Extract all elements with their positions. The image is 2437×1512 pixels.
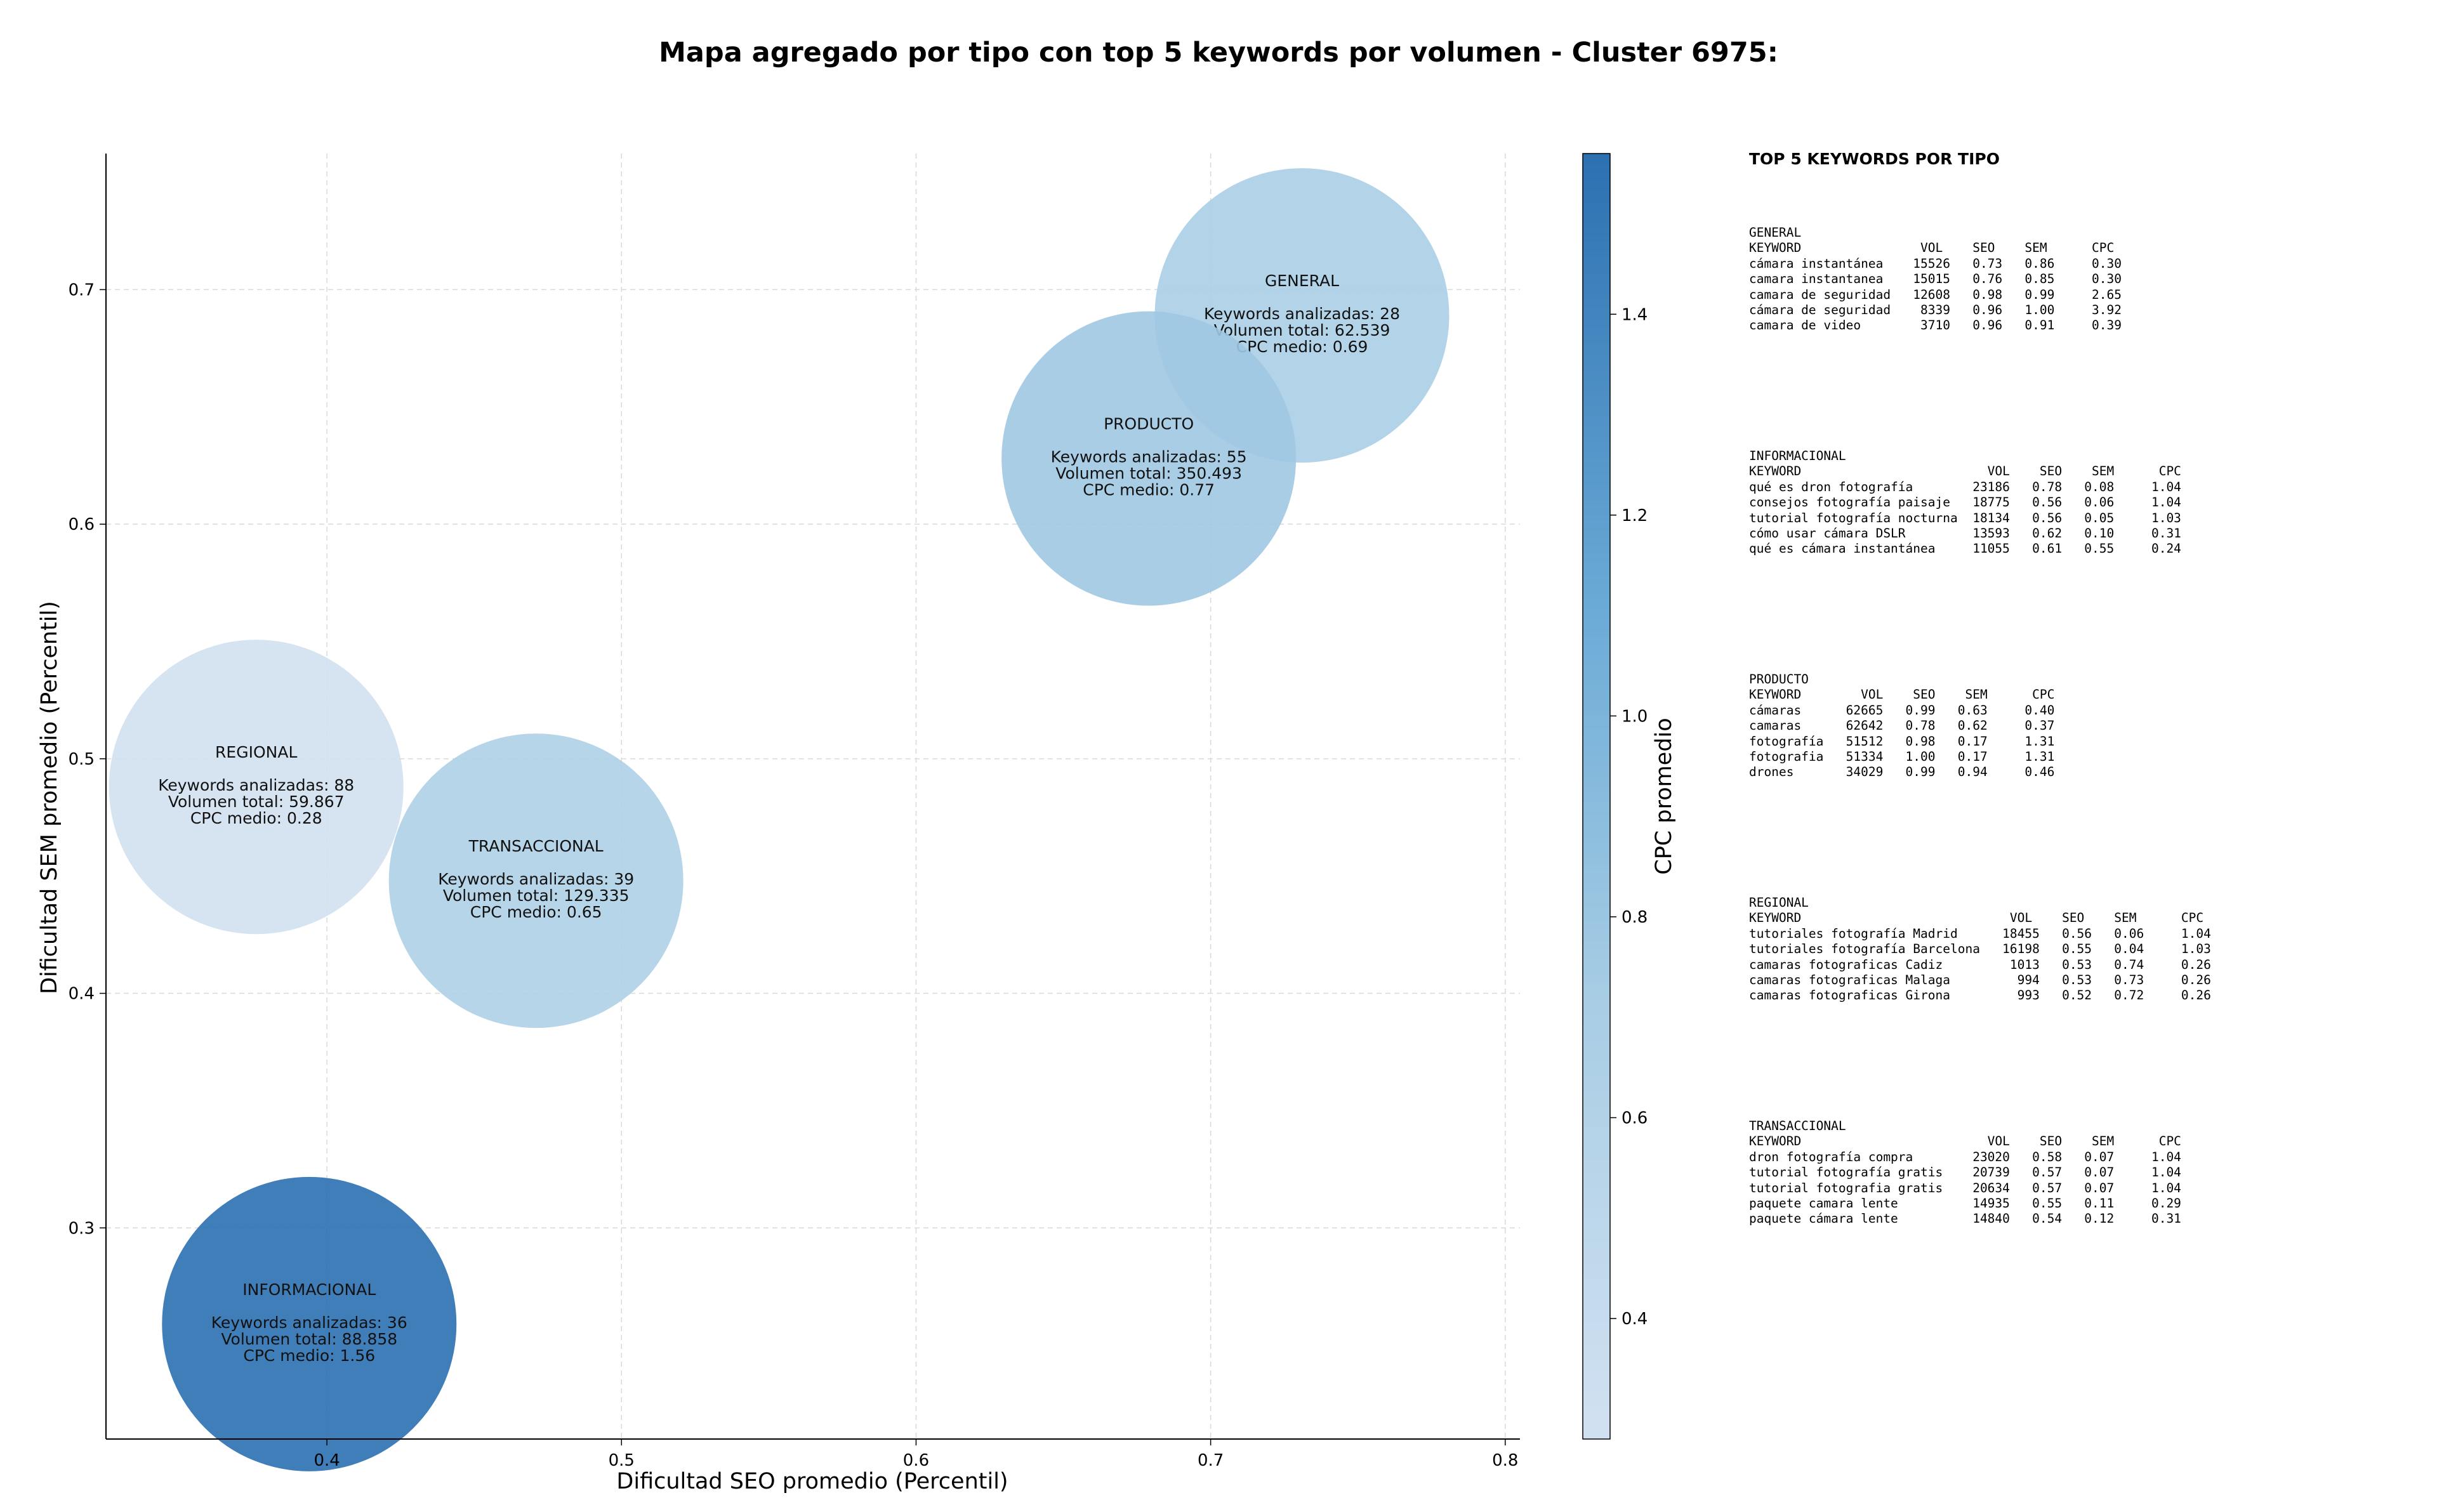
keyword-block-general: GENERAL KEYWORD VOL SEO SEM CPC cámara i… <box>1749 225 2384 449</box>
bubble-label-transaccional: Keywords analizadas: 39 <box>438 870 634 888</box>
bubble-label-general: CPC medio: 0.69 <box>1236 338 1368 356</box>
bubble-title-producto: PRODUCTO <box>1104 415 1194 433</box>
bubble-circle-producto <box>1001 311 1297 606</box>
axes: 0.4 0.5 0.6 0.7 0.8 0.3 0.4 0.5 0.6 0.7 <box>69 154 1520 1470</box>
bubble-title-regional: REGIONAL <box>215 743 297 761</box>
bubble-label-regional: CPC medio: 0.28 <box>190 809 322 827</box>
bubble-label-informacional: Keywords analizadas: 36 <box>211 1313 407 1332</box>
x-tick-label: 0.4 <box>314 1451 340 1470</box>
bubble-label-informacional: Volumen total: 88.858 <box>221 1330 397 1348</box>
bubble-label-general: Keywords analizadas: 28 <box>1204 305 1400 323</box>
bubble-label-general: Volumen total: 62.539 <box>1214 321 1390 339</box>
x-tick-label: 0.6 <box>903 1451 929 1470</box>
bubble-informacional: INFORMACIONAL Keywords analizadas: 36Volu… <box>162 1176 457 1471</box>
y-tick-label: 0.7 <box>69 280 95 299</box>
keyword-table-transaccional: TRANSACCIONAL KEYWORD VOL SEO SEM CPC dr… <box>1749 1119 2181 1226</box>
colorbar-label: CPC promedio <box>1651 718 1677 874</box>
bubble-label-transaccional: CPC medio: 0.65 <box>470 903 602 921</box>
keyword-table-informacional: INFORMACIONAL KEYWORD VOL SEO SEM CPC qu… <box>1749 449 2181 556</box>
bubble-circle-informacional <box>162 1176 457 1471</box>
colorbar-tick-label: 0.4 <box>1621 1310 1648 1329</box>
chart-title: Mapa agregado por tipo con top 5 keyword… <box>659 37 1778 69</box>
colorbar-tick-label: 1.4 <box>1621 305 1648 324</box>
bubble-circle-regional <box>109 640 404 935</box>
keyword-block-regional: REGIONAL KEYWORD VOL SEO SEM CPC tutoria… <box>1749 895 2384 1119</box>
x-tick-label: 0.7 <box>1198 1451 1224 1470</box>
y-axis-label: Dificultad SEM promedio (Percentil) <box>37 601 62 994</box>
bubble-title-general: GENERAL <box>1265 272 1339 290</box>
keyword-table-producto: PRODUCTO KEYWORD VOL SEO SEM CPC cámaras… <box>1749 672 2055 780</box>
keyword-block-producto: PRODUCTO KEYWORD VOL SEO SEM CPC cámaras… <box>1749 672 2384 895</box>
x-tick-label: 0.5 <box>609 1451 635 1470</box>
x-tick-label: 0.8 <box>1492 1451 1518 1470</box>
keyword-block-informacional: INFORMACIONAL KEYWORD VOL SEO SEM CPC qu… <box>1749 449 2384 672</box>
keyword-block-transaccional: TRANSACCIONAL KEYWORD VOL SEO SEM CPC dr… <box>1749 1119 2384 1342</box>
bubble-label-producto: Volumen total: 350.493 <box>1055 464 1242 483</box>
y-tick-label: 0.4 <box>69 985 95 1004</box>
bubble-transaccional: TRANSACCIONAL Keywords analizadas: 39Volu… <box>388 733 684 1029</box>
bubble-label-producto: CPC medio: 0.77 <box>1083 481 1215 499</box>
colorbar-tick-label: 0.8 <box>1621 908 1648 927</box>
bubble-title-informacional: INFORMACIONAL <box>242 1280 376 1299</box>
bubble-label-producto: Keywords analizadas: 55 <box>1051 448 1247 466</box>
bubble-label-regional: Volumen total: 59.867 <box>168 792 345 811</box>
colorbar-ticks: 0.4 0.6 0.8 1.0 1.2 1.4 <box>1610 305 1648 1329</box>
y-tick-label: 0.3 <box>69 1219 95 1238</box>
x-axis-label: Dificultad SEO promedio (Percentil) <box>616 1469 1008 1494</box>
bubble-circle-transaccional <box>388 733 684 1029</box>
bubble-label-informacional: CPC medio: 1.56 <box>243 1346 375 1365</box>
colorbar-tick-label: 0.6 <box>1621 1109 1648 1128</box>
keyword-table-general: GENERAL KEYWORD VOL SEO SEM CPC cámara i… <box>1749 225 2122 333</box>
colorbar <box>1582 153 1611 1440</box>
bubble-label-regional: Keywords analizadas: 88 <box>158 776 354 794</box>
keyword-table-regional: REGIONAL KEYWORD VOL SEO SEM CPC tutoria… <box>1749 895 2211 1003</box>
keywords-panel: TOP 5 KEYWORDS POR TIPO GENERAL KEYWORD … <box>1749 150 2384 1342</box>
y-tick-label: 0.6 <box>69 515 95 534</box>
colorbar-tick-label: 1.2 <box>1621 506 1648 525</box>
bubble-title-transaccional: TRANSACCIONAL <box>468 837 604 855</box>
keywords-panel-title: TOP 5 KEYWORDS POR TIPO <box>1749 150 2000 168</box>
y-tick-label: 0.5 <box>69 750 95 769</box>
bubble-label-transaccional: Volumen total: 129.335 <box>443 886 630 905</box>
colorbar-tick-label: 1.0 <box>1621 707 1648 726</box>
